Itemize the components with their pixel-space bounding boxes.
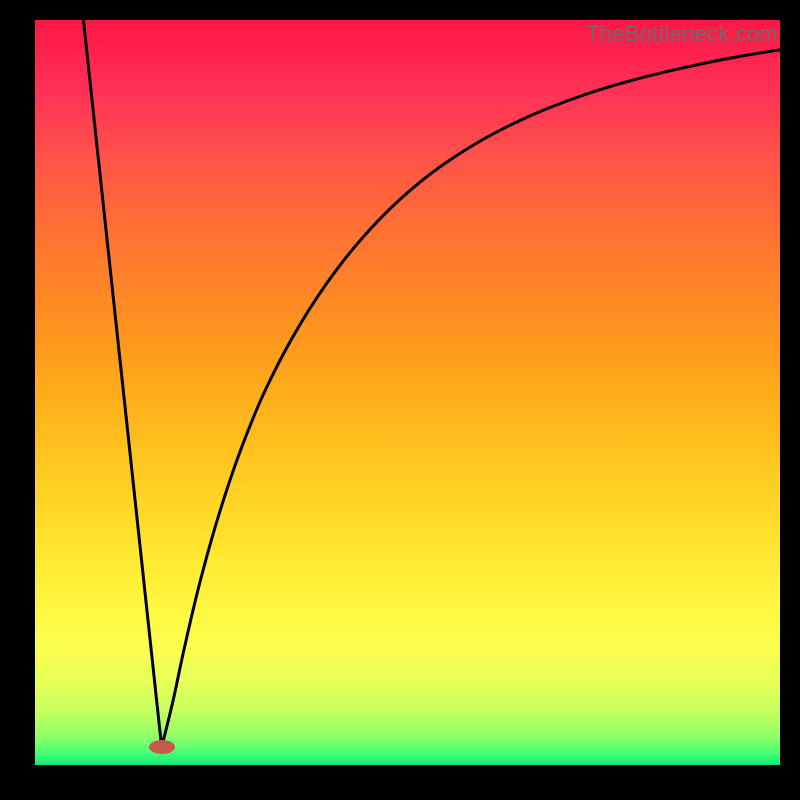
cusp-marker <box>149 740 175 754</box>
curve-layer <box>35 20 780 765</box>
frame-left <box>0 0 35 800</box>
right-asymptotic-curve <box>162 50 780 747</box>
watermark-text: TheBottleneck.com <box>586 21 778 47</box>
frame-top <box>0 0 800 20</box>
frame-right <box>780 0 800 800</box>
plot-area <box>35 20 780 765</box>
frame-bottom <box>0 765 800 800</box>
left-descending-line <box>83 20 161 747</box>
